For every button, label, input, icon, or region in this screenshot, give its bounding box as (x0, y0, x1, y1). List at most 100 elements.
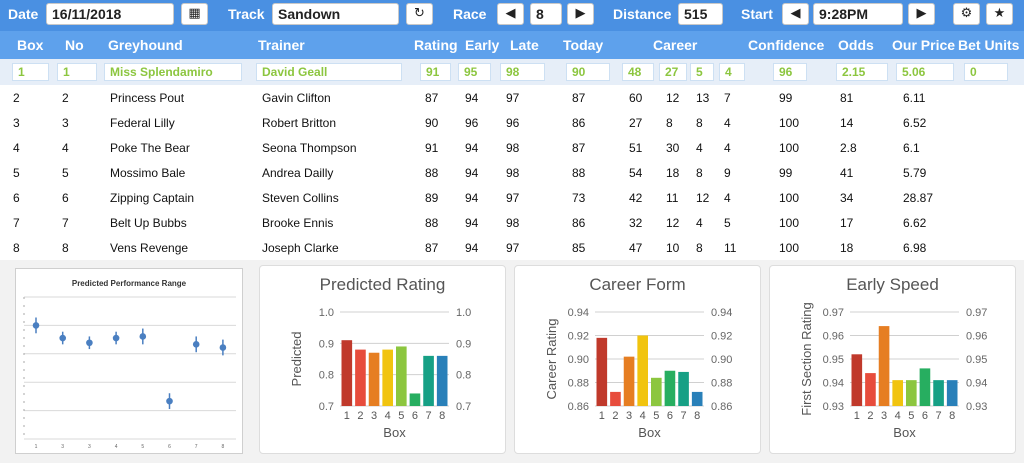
selected-early[interactable]: 95 (458, 63, 491, 81)
range-x-tick: 4 (115, 444, 118, 450)
header-confidence[interactable]: Confidence (748, 37, 825, 53)
calendar-button[interactable]: ▦ (181, 3, 208, 25)
prev-race-button[interactable]: ◀ (497, 3, 524, 25)
early-speed-chart: 0.93 0.93 0.94 0.94 0.95 0.95 0.96 0.96 0.97 0.97… (799, 302, 987, 440)
row-no: 6 (62, 191, 69, 205)
row-no: 3 (62, 116, 69, 130)
y-tick-label-left: 0.97 (823, 307, 844, 319)
range-x-tick: 8 (222, 444, 225, 450)
selected-confidence[interactable]: 96 (773, 63, 807, 81)
header-bet-units[interactable]: Bet Units (958, 37, 1020, 53)
next-start-button[interactable]: ▶ (908, 3, 935, 25)
selected-bet-units[interactable]: 0 (964, 63, 1008, 81)
y-tick-label-right: 0.93 (966, 401, 987, 413)
row-late: 97 (506, 241, 520, 255)
header-trainer[interactable]: Trainer (258, 37, 305, 53)
arrow-right-icon: ▶ (575, 6, 586, 21)
row-rating: 88 (425, 216, 439, 230)
top-toolbar: Date 16/11/2018 ▦ Track Sandown ↻ Race ◀… (0, 0, 1024, 31)
row-career-3: 8 (696, 241, 703, 255)
next-race-button[interactable]: ▶ (567, 3, 594, 25)
selected-today[interactable]: 90 (566, 63, 610, 81)
bar (878, 326, 890, 406)
selected-odds[interactable]: 2.15 (836, 63, 888, 81)
row-career-4: 9 (724, 166, 731, 180)
selected-career-3[interactable]: 5 (690, 63, 714, 81)
row-career-4: 7 (724, 91, 731, 105)
start-time-input[interactable]: 9:28PM (813, 3, 903, 25)
row-career-1: 51 (629, 141, 643, 155)
row-today: 85 (572, 241, 586, 255)
range-point (86, 339, 93, 347)
performance-range-chart: Predicted Performance Range 1 3 3 4 5 6 7 8 (15, 268, 243, 454)
y-axis-label: Career Rating (544, 319, 559, 400)
row-early: 94 (465, 141, 479, 155)
row-confidence: 99 (779, 91, 793, 105)
selected-rating[interactable]: 91 (420, 63, 451, 81)
x-tick-label: 4 (385, 410, 391, 422)
selected-career-2[interactable]: 27 (659, 63, 687, 81)
x-tick-label: 5 (653, 410, 659, 422)
selected-career-4[interactable]: 4 (719, 63, 745, 81)
x-tick-label: 2 (867, 410, 873, 422)
header-career[interactable]: Career (653, 37, 698, 53)
row-career-2: 10 (666, 241, 680, 255)
row-box: 3 (13, 116, 20, 130)
header-rating[interactable]: Rating (414, 37, 458, 53)
track-input[interactable]: Sandown (272, 3, 399, 25)
header-odds[interactable]: Odds (838, 37, 874, 53)
settings-button[interactable]: ⚙ (953, 3, 980, 25)
selected-our-price[interactable]: 5.06 (896, 63, 954, 81)
date-input[interactable]: 16/11/2018 (46, 3, 174, 25)
selected-trainer[interactable]: David Geall (256, 63, 402, 81)
arrow-right-icon: ▶ (916, 6, 927, 21)
table-body: 2 2 Princess Pout Gavin Clifton 87 94 97 87 60 12… (0, 85, 1024, 260)
selected-no[interactable]: 1 (57, 63, 97, 81)
prev-start-button[interactable]: ◀ (782, 3, 809, 25)
row-no: 8 (62, 241, 69, 255)
bar (396, 346, 407, 406)
row-no: 7 (62, 216, 69, 230)
y-tick-label-left: 0.86 (568, 401, 589, 413)
row-odds: 34 (840, 191, 854, 205)
header-box[interactable]: Box (17, 37, 44, 53)
x-tick-label: 6 (667, 410, 673, 422)
row-late: 97 (506, 91, 520, 105)
refresh-button[interactable]: ↻ (406, 3, 433, 25)
career-form-card: Career Form 0.86 0.86 0.88 0.88 0.90 0.90 0.92… (514, 265, 761, 454)
header-greyhound[interactable]: Greyhound (108, 37, 183, 53)
header-no[interactable]: No (65, 37, 84, 53)
bar (623, 356, 635, 406)
favourite-button[interactable]: ★ (986, 3, 1013, 25)
header-early[interactable]: Early (465, 37, 500, 53)
race-input[interactable]: 8 (530, 3, 562, 25)
row-late: 98 (506, 141, 520, 155)
selected-greyhound[interactable]: Miss Splendamiro (104, 63, 242, 81)
range-x-tick: 3 (61, 444, 64, 450)
row-box: 4 (13, 141, 20, 155)
row-career-2: 30 (666, 141, 680, 155)
career-form-title: Career Form (589, 275, 686, 294)
x-tick-label: 3 (626, 410, 632, 422)
selected-career-1[interactable]: 48 (622, 63, 654, 81)
x-tick-label: 4 (640, 410, 646, 422)
header-our-price[interactable]: Our Price (892, 37, 956, 53)
selected-late[interactable]: 98 (500, 63, 545, 81)
row-odds: 41 (840, 166, 854, 180)
y-tick-label-right: 0.94 (966, 378, 987, 390)
row-early: 94 (465, 191, 479, 205)
header-today[interactable]: Today (563, 37, 604, 53)
row-late: 96 (506, 116, 520, 130)
selected-box[interactable]: 1 (12, 63, 49, 81)
row-rating: 89 (425, 191, 439, 205)
range-point (219, 344, 227, 351)
header-late[interactable]: Late (510, 37, 539, 53)
range-x-tick: 6 (168, 444, 171, 450)
row-career-1: 60 (629, 91, 643, 105)
x-tick-label: 1 (854, 410, 860, 422)
row-early: 94 (465, 91, 479, 105)
row-odds: 17 (840, 216, 854, 230)
x-tick-label: 6 (412, 410, 418, 422)
distance-input[interactable]: 515 (678, 3, 723, 25)
y-tick-label-right: 0.7 (456, 401, 471, 413)
